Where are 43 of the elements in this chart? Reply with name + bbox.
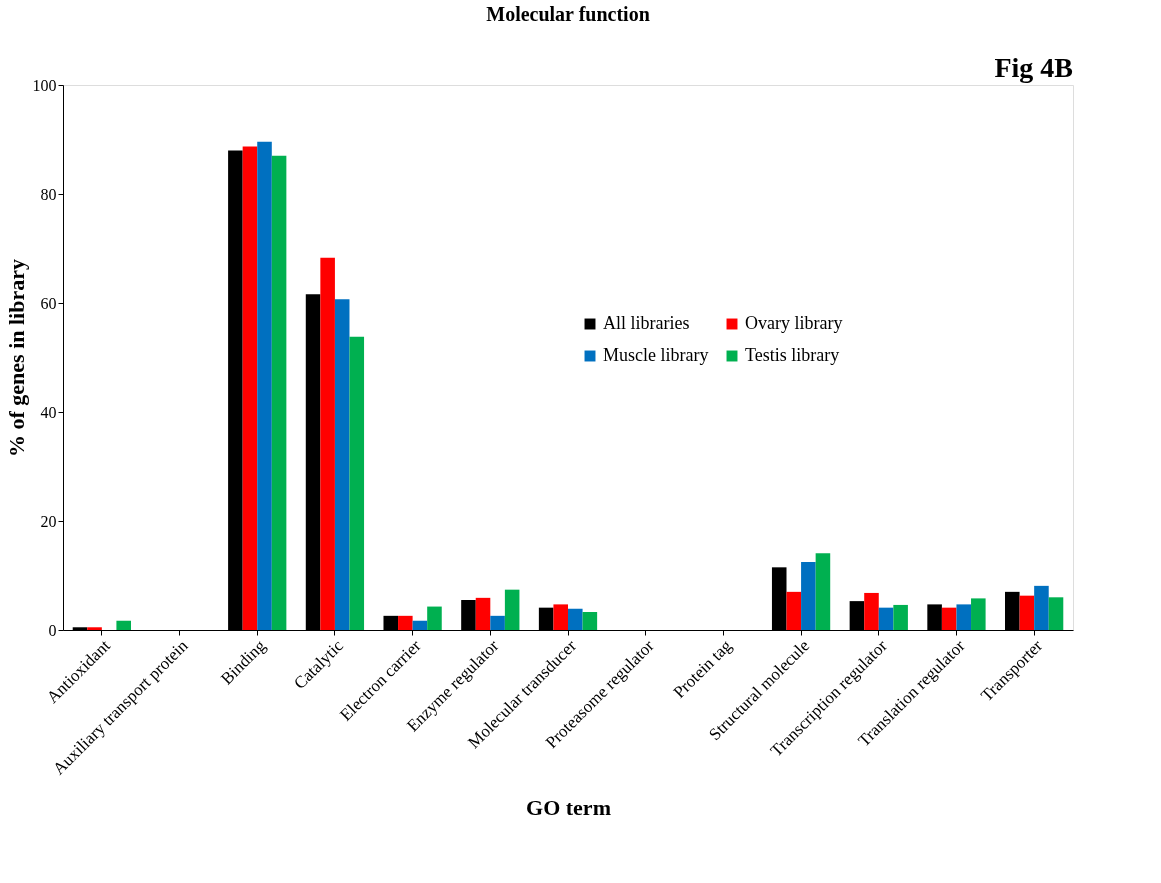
bar: [87, 627, 102, 630]
y-tick-label: 100: [32, 76, 57, 94]
chart-title: Molecular function: [486, 3, 650, 25]
bar: [1048, 597, 1064, 630]
legend-label: All libraries: [603, 313, 690, 333]
y-tick-label: 40: [40, 403, 57, 421]
legend-label: Muscle library: [603, 345, 709, 365]
bar: [956, 604, 972, 630]
bar: [490, 615, 505, 630]
bar: [412, 620, 428, 630]
bar: [349, 336, 365, 630]
caption: Fig 4B: [994, 52, 1073, 83]
bar: [786, 591, 802, 630]
bar: [116, 620, 131, 630]
bar: [271, 155, 287, 630]
legend-label: Testis library: [745, 345, 840, 365]
bar: [941, 607, 957, 630]
bar: [475, 597, 491, 630]
x-axis-title: GO term: [526, 794, 611, 820]
bar: [427, 606, 442, 630]
bar: [971, 598, 986, 630]
bar: [1034, 585, 1049, 630]
y-axis-title: % of genes in library: [3, 259, 29, 457]
bar: [801, 561, 816, 630]
bar: [504, 589, 520, 630]
y-tick-label: 80: [40, 185, 57, 203]
bar: [864, 592, 879, 630]
bar: [878, 607, 894, 630]
bar: [893, 604, 908, 630]
y-tick-label: 60: [40, 294, 57, 312]
y-tick-label: 0: [48, 621, 57, 639]
bar: [568, 608, 583, 630]
bar: [320, 257, 335, 630]
bar: [553, 604, 568, 630]
bar: [1019, 595, 1035, 630]
bar: [815, 553, 831, 630]
bar: [582, 612, 598, 630]
bar: [334, 299, 350, 630]
legend-label: Ovary library: [745, 313, 843, 333]
bar: [398, 615, 413, 630]
y-tick-label: 20: [40, 512, 57, 530]
bar: [242, 146, 258, 630]
bar: [257, 141, 272, 630]
